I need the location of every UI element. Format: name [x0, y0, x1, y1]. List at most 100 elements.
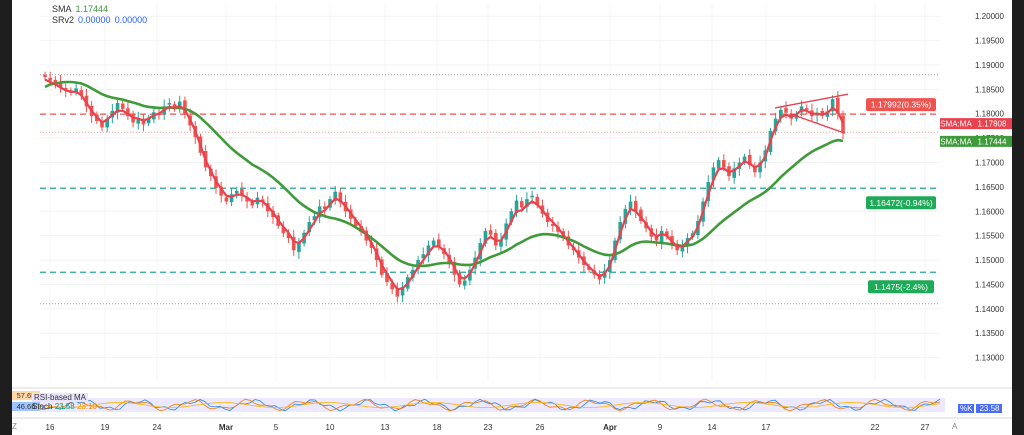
grid-lines	[12, 4, 1012, 419]
candle-body	[74, 88, 78, 92]
candle-body	[680, 246, 685, 252]
oscillator-right-tag: %K 23.58	[958, 404, 1008, 414]
candle-body	[437, 239, 441, 247]
candle-body	[804, 108, 809, 110]
candle-body	[483, 230, 488, 244]
time-axis[interactable]: 16 19 24 Mar 5 10 13 18 23 26 Apr 9 14 17 22 27	[46, 423, 930, 432]
price-tick-label: 1.13500	[975, 329, 1004, 338]
price-tag-label: SMA:MA	[940, 137, 972, 146]
auto-scale-badge[interactable]: A	[952, 422, 958, 431]
candle-body	[390, 283, 394, 290]
time-tick-label: 26	[536, 423, 545, 432]
candle-body	[628, 201, 633, 210]
wedge-pattern[interactable]	[774, 93, 849, 134]
candle-body	[48, 77, 52, 81]
oscillator-legend: RSI-based MA Stoch 23.58 23.10	[32, 393, 97, 411]
candle-body	[167, 103, 172, 105]
oscillator-pane[interactable]	[39, 398, 945, 412]
candle-body	[747, 154, 752, 165]
candle-body	[323, 206, 327, 209]
sma-fast-line[interactable]	[44, 78, 844, 291]
level-label-box	[866, 98, 936, 112]
candle-body	[234, 190, 239, 194]
candle-body	[841, 115, 845, 133]
indicator-legend: SMA 1.17444 SRv2 0.00000 0.00000	[52, 4, 147, 26]
stoch-label: Stoch	[32, 402, 53, 411]
candle-body	[219, 186, 223, 196]
candle-body	[224, 197, 229, 202]
candle-body	[297, 242, 301, 253]
price-tick-label: 1.17000	[975, 159, 1004, 168]
srv-legend-label: SRv2	[52, 15, 75, 25]
candle-body	[462, 280, 467, 286]
price-tick-label: 1.14500	[975, 280, 1004, 289]
candle-body	[525, 199, 529, 207]
time-tick-label: 19	[101, 423, 110, 432]
candle-body	[317, 206, 322, 218]
candle-body	[120, 103, 125, 109]
candle-body	[426, 245, 431, 256]
candle-body	[385, 272, 389, 283]
candle-body	[742, 156, 747, 162]
candle-body	[753, 166, 757, 173]
candle-body	[639, 209, 643, 222]
candle-body	[535, 196, 540, 206]
rsi-ma-label: RSI-based MA	[32, 393, 89, 402]
candle-body	[333, 191, 337, 201]
price-tick-label: 1.18000	[975, 110, 1004, 119]
candle-body	[825, 111, 830, 117]
candle-body	[499, 239, 503, 247]
price-tick-label: 1.13000	[975, 354, 1004, 363]
price-tag-value: 1.17808	[978, 120, 1007, 129]
time-tick-label: 5	[274, 423, 279, 432]
candle-body	[79, 90, 84, 96]
candle-body	[312, 216, 317, 221]
sma-legend-row[interactable]: SMA 1.17444	[52, 4, 147, 15]
stoch-value1: 23.58	[54, 402, 75, 411]
wedge-upper-line	[774, 93, 849, 109]
wedge-lower-line	[789, 113, 846, 134]
level-label-text: 1.17992(0.35%)	[871, 100, 932, 110]
oscillator-k-label: %K	[958, 404, 975, 413]
price-tick-label: 1.15500	[975, 232, 1004, 241]
price-tick-label: 1.19000	[975, 61, 1004, 70]
candle-body	[830, 99, 835, 112]
candle-body	[354, 219, 358, 226]
oscillator-tag-stoch: 46.66	[12, 402, 40, 411]
price-tick-label: 1.20000	[975, 12, 1004, 21]
candle-body	[722, 160, 726, 168]
candle-body	[519, 201, 524, 208]
candle-body	[421, 254, 426, 259]
candle-body	[711, 167, 716, 181]
candle-body	[53, 79, 58, 84]
zoom-badge[interactable]: Z	[12, 422, 17, 431]
candle-body	[665, 231, 669, 237]
time-tick-label: Mar	[219, 423, 233, 432]
price-axis[interactable]: 1.200001.195001.190001.185001.180001.175…	[975, 12, 1004, 362]
candle-body	[115, 103, 120, 113]
price-tag-value-box	[972, 118, 1012, 130]
price-tick-label: 1.15000	[975, 256, 1004, 265]
candle-body	[100, 122, 104, 128]
time-tick-label: 10	[326, 423, 335, 432]
sma-legend-value: 1.17444	[75, 4, 109, 14]
candle-body	[281, 227, 286, 234]
srv-legend-row[interactable]: SRv2 0.00000 0.00000	[52, 15, 147, 26]
oscillator-tag-rsi: 57.65	[12, 391, 40, 400]
candle-body	[105, 118, 109, 128]
level-label-text: 1.16472(-0.94%)	[869, 198, 932, 208]
right-window-edge	[1012, 0, 1024, 435]
candle-body	[732, 168, 736, 178]
rsi-ma-line	[39, 402, 941, 408]
candle-body	[291, 236, 296, 251]
sma-slow-line[interactable]	[44, 80, 844, 268]
candle-body	[836, 97, 840, 114]
price-tag-value-box	[972, 135, 1012, 147]
candle-body	[633, 200, 638, 212]
price-tick-label: 1.19500	[975, 37, 1004, 46]
candle-body	[245, 196, 249, 202]
time-tick-label: 18	[433, 423, 442, 432]
time-tick-label: 17	[762, 423, 771, 432]
price-tag-value: 1.17444	[978, 137, 1007, 146]
